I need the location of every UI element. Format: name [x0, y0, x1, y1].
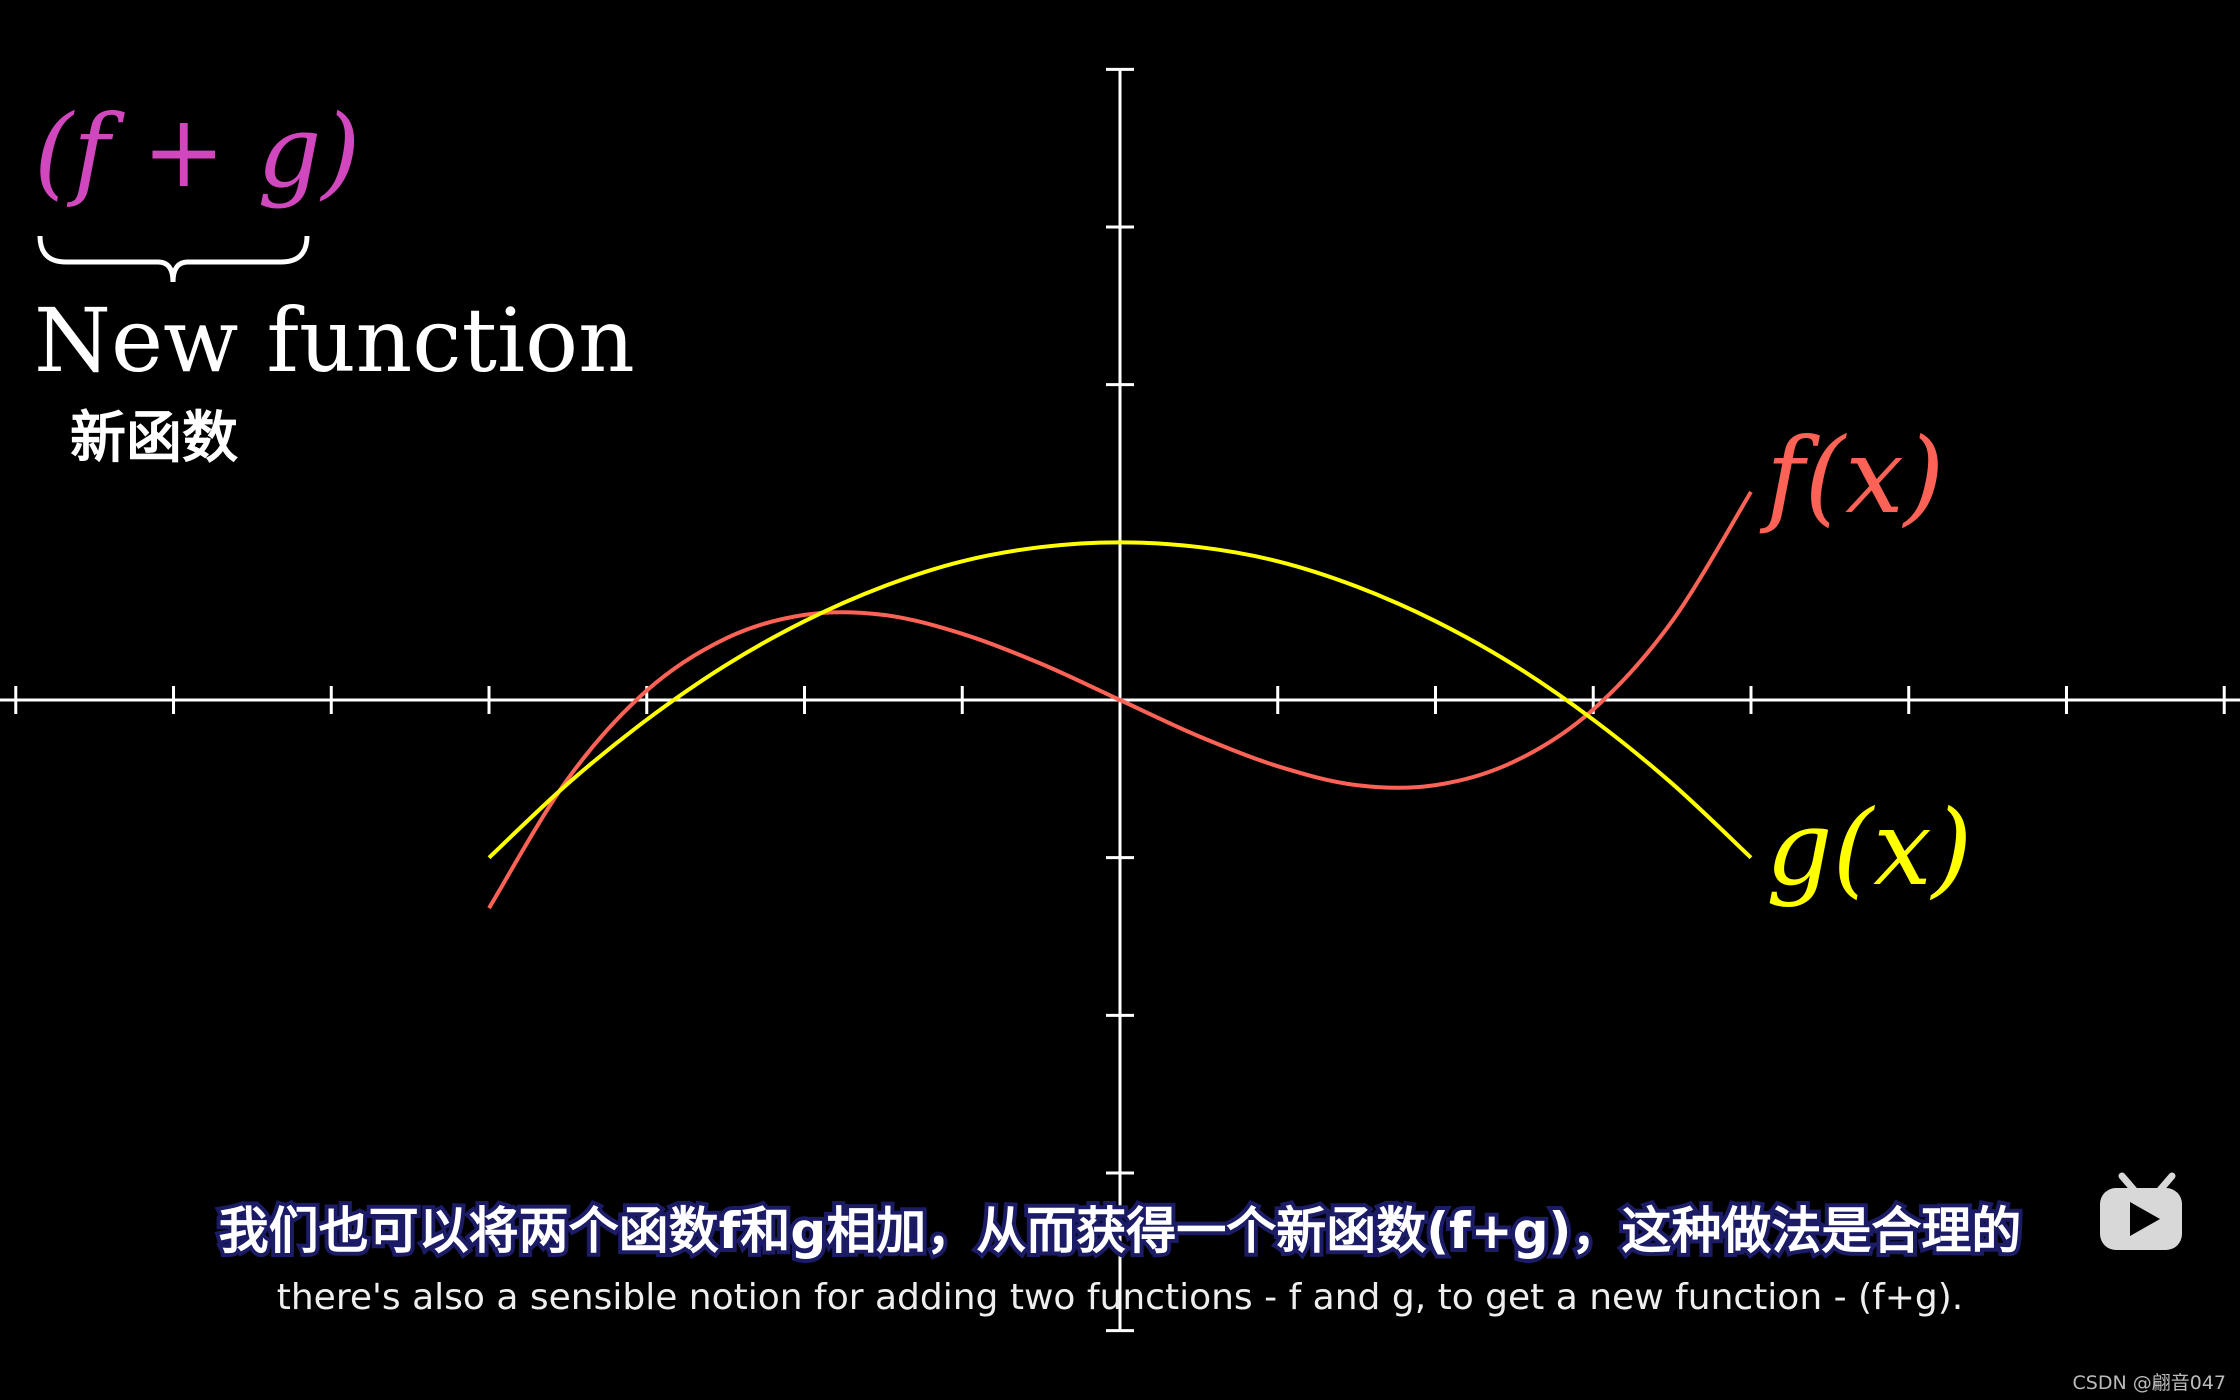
- subtitle-zh: 我们也可以将两个函数f和g相加，从而获得一个新函数(f+g)，这种做法是合理的: [219, 1202, 2022, 1260]
- series-label: g(x): [1766, 787, 1972, 909]
- subtitle-en: there's also a sensible notion for addin…: [277, 1277, 1964, 1318]
- new-function-label: New function: [34, 289, 635, 392]
- watermark: CSDN @翩音047: [2073, 1372, 2226, 1394]
- new-function-label-zh: 新函数: [70, 406, 238, 471]
- bilibili-icon[interactable]: [2100, 1172, 2182, 1250]
- brace: [37, 235, 310, 283]
- series-line: [487, 540, 1753, 860]
- curves: [487, 490, 1753, 910]
- series-line: [487, 490, 1753, 910]
- formula: (f + g): [34, 93, 360, 210]
- series-label: f(x): [1759, 415, 1944, 537]
